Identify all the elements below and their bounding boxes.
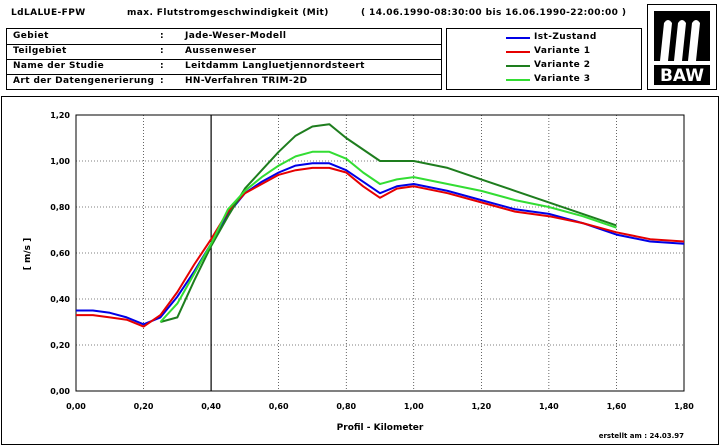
y-axis-label: [ m/s ] [23,238,33,271]
chart-panel [1,96,719,445]
series-line-1 [76,162,685,326]
info-value-studie: Leitdamm Langluetjennordsteert [185,61,365,71]
info-sep: : [160,31,164,41]
legend-swatch [506,37,530,39]
y-tick-label: 0,00 [50,387,70,396]
y-tick-label: 1,20 [50,111,70,120]
series-line-3 [160,123,617,323]
info-value-gebiet: Jade-Weser-Modell [185,31,287,41]
info-label-datengenerierung: Art der Datengenerierung [13,76,155,86]
x-tick-label: 1,60 [607,402,627,411]
legend-swatch [506,79,530,81]
x-tick-label: 0,00 [66,402,86,411]
x-tick-label: 1,00 [404,402,424,411]
info-label-teilgebiet: Teilgebiet [13,46,67,56]
legend-label: Variante 1 [534,46,591,56]
info-sep: : [160,46,164,56]
legend-label: Variante 2 [534,60,591,70]
y-tick-label: 0,40 [50,295,70,304]
x-tick-label: 0,60 [269,402,289,411]
chart-title: max. Flutstromgeschwindigkeit (Mit) [127,8,329,18]
y-tick-label: 0,80 [50,203,70,212]
time-period: ( 14.06.1990-08:30:00 bis 16.06.1990-22:… [361,8,627,18]
x-tick-label: 0,20 [134,402,154,411]
baw-logo-icon: BAW [654,11,710,86]
x-tick-label: 0,40 [201,402,221,411]
x-tick-label: 1,40 [539,402,559,411]
legend: Ist-Zustand Variante 1 Variante 2 Variante … [446,28,642,90]
x-tick-label: 1,20 [471,402,491,411]
y-tick-label: 0,60 [50,249,70,258]
info-label-studie: Name der Studie [13,61,105,71]
info-label-gebiet: Gebiet [13,31,49,41]
legend-box [446,28,642,90]
chart-code: LdLALUE-FPW [11,8,86,18]
baw-logo-text: BAW [660,66,704,86]
x-tick-label: 0,80 [336,402,356,411]
x-axis-label: Profil - Kilometer [337,423,424,433]
info-sep: : [160,61,164,71]
info-value-datengenerierung: HN-Verfahren TRIM-2D [185,76,308,86]
created-date: erstellt am : 24.03.97 [599,432,684,440]
y-tick-label: 0,20 [50,341,70,350]
info-table [6,28,442,90]
legend-swatch [506,65,530,67]
legend-swatch [506,51,530,53]
series-line-4 [159,150,617,323]
y-tick-label: 1,00 [50,157,70,166]
legend-label: Variante 3 [534,74,591,84]
legend-label: Ist-Zustand [534,32,597,42]
series-line-2 [76,166,685,328]
info-value-teilgebiet: Aussenweser [185,46,257,56]
info-sep: : [160,76,164,86]
x-tick-label: 1,80 [674,402,694,411]
baw-logo: BAW [647,4,717,90]
